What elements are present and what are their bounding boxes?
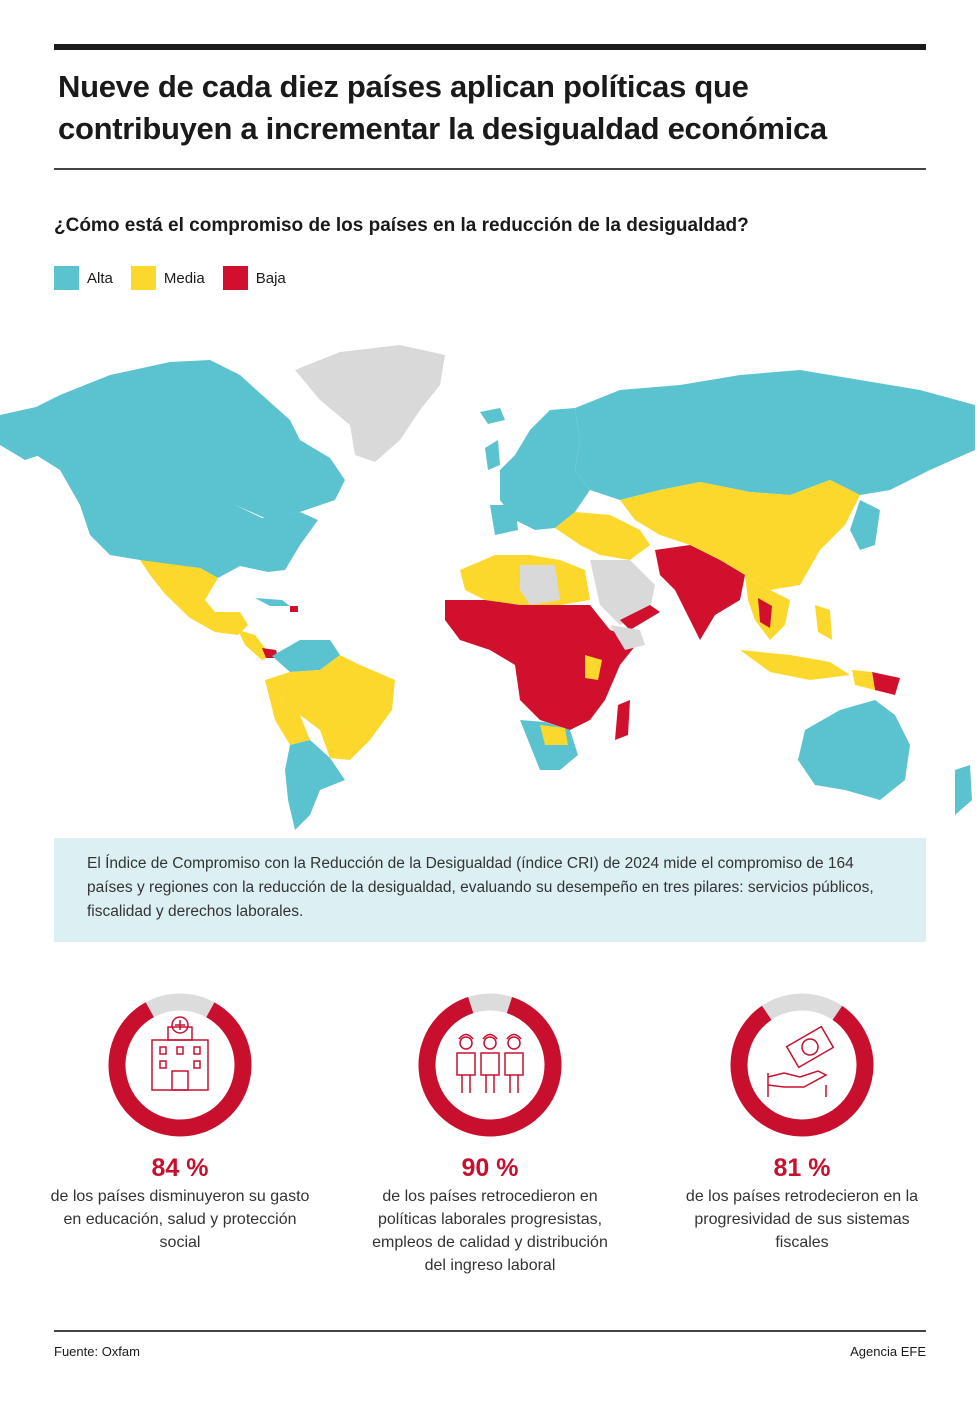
title-divider xyxy=(54,168,926,170)
legend-swatch-baja xyxy=(222,266,248,290)
madagascar xyxy=(615,700,630,740)
thailand-myanmar xyxy=(758,598,772,628)
donut-84 xyxy=(108,993,252,1137)
hospital-icon xyxy=(151,1016,209,1091)
haiti xyxy=(290,606,298,612)
canada xyxy=(10,360,345,518)
stat-description: de los países retrodecieron en la progre… xyxy=(685,1188,919,1251)
japan-korea xyxy=(850,500,880,550)
peru-bolivia xyxy=(265,672,310,745)
new-zealand xyxy=(955,765,972,815)
iberia xyxy=(490,505,518,535)
kazakhstan-china xyxy=(620,480,860,590)
horn-of-africa xyxy=(610,625,645,650)
central-america xyxy=(238,630,272,660)
philippines xyxy=(815,605,832,640)
legend-item-alta: Alta xyxy=(54,266,113,290)
footer-divider xyxy=(54,1330,926,1332)
indonesia xyxy=(740,650,850,680)
mexico xyxy=(140,560,248,635)
kenya xyxy=(585,655,602,680)
donut-fill xyxy=(730,993,874,1137)
info-box: El Índice de Compromiso con la Reducción… xyxy=(54,838,926,942)
new-guinea-west xyxy=(852,670,875,690)
pakistan-india xyxy=(655,545,745,640)
legend-label-baja: Baja xyxy=(255,269,286,287)
donut-81 xyxy=(730,993,874,1137)
sub-saharan-africa xyxy=(445,600,640,730)
legend-swatch-media xyxy=(130,266,156,290)
papua-new-guinea xyxy=(872,672,900,695)
top-rule xyxy=(54,44,926,50)
russia xyxy=(575,370,975,500)
source-credit: Fuente: Oxfam xyxy=(54,1344,140,1359)
agency-credit: Agencia EFE xyxy=(850,1344,926,1359)
europe xyxy=(500,408,590,530)
page-title: Nueve de cada diez países aplican políti… xyxy=(58,69,827,146)
legend-item-media: Media xyxy=(130,266,205,290)
stat-description: de los países retrocedieron en políticas… xyxy=(372,1188,608,1274)
legend-item-baja: Baja xyxy=(222,266,286,290)
world-map xyxy=(0,345,975,830)
alaska xyxy=(0,405,55,460)
colombia-venezuela xyxy=(272,640,340,672)
usa xyxy=(80,505,318,578)
stat-percent: 90 % xyxy=(461,1154,519,1182)
donut-fill xyxy=(418,993,562,1137)
greenland xyxy=(295,345,445,462)
legend-swatch-alta xyxy=(54,266,79,290)
cuba xyxy=(255,598,290,606)
iceland xyxy=(480,408,505,424)
stat-tax-systems: 81 % de los países retrodecieron en la p… xyxy=(672,985,932,1254)
workers-icon xyxy=(456,1033,524,1093)
map-legend: Alta Media Baja xyxy=(54,266,304,290)
arabia xyxy=(590,560,655,625)
uk xyxy=(485,440,500,470)
stat-education-health: 84 % de los países disminuyeron su gasto… xyxy=(50,985,310,1254)
map-subtitle: ¿Cómo está el compromiso de los países e… xyxy=(54,215,749,236)
stat-percent: 84 % xyxy=(151,1154,209,1182)
donut-90 xyxy=(418,993,562,1137)
australia xyxy=(798,700,910,800)
zimbabwe-botswana xyxy=(540,725,568,745)
stat-labor-policies: 90 % de los países retrocedieron en polí… xyxy=(360,985,620,1277)
sahara xyxy=(520,565,560,605)
turkey-middle-east xyxy=(555,512,650,560)
money-hand-icon xyxy=(767,1025,835,1097)
legend-label-alta: Alta xyxy=(87,269,113,287)
info-text: El Índice de Compromiso con la Reducción… xyxy=(87,855,874,920)
brazil xyxy=(280,655,395,760)
stat-description: de los países disminuyeron su gasto en e… xyxy=(50,1188,310,1251)
southern-cone xyxy=(285,740,345,830)
stat-percent: 81 % xyxy=(773,1154,831,1182)
legend-label-media: Media xyxy=(163,269,205,287)
yemen-oman xyxy=(620,605,660,630)
